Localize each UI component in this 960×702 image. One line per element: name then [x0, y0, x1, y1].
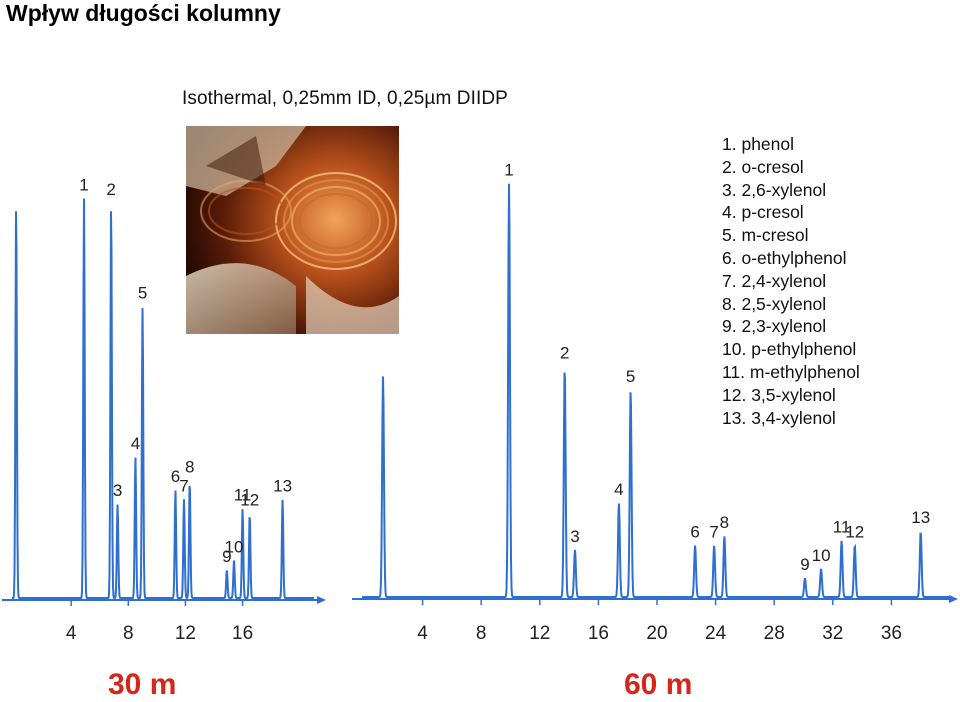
- legend-entry: 9. 2,3-xylenol: [722, 316, 827, 337]
- legend-entry: 1. phenol: [722, 134, 795, 154]
- x-tick-label: 4: [417, 623, 428, 644]
- chromatogram-trace-30m: [12, 198, 314, 600]
- peak-label: 10: [812, 546, 831, 565]
- x-tick-label: 36: [881, 623, 902, 644]
- x-tick-label: 8: [476, 623, 487, 644]
- peak-label: 1: [79, 176, 88, 195]
- peak-label: 13: [911, 508, 930, 527]
- peak-label: 13: [273, 476, 292, 495]
- legend-entry: 7. 2,4-xylenol: [722, 270, 827, 291]
- compound-legend: 1. phenol 2. o-cresol 3. 2,6-xylenol 4. …: [722, 133, 860, 429]
- peak-label: 8: [720, 513, 729, 532]
- x-tick-label: 12: [529, 623, 550, 644]
- column-length-30m-label: 30 m: [108, 668, 177, 701]
- peak-label: 8: [185, 458, 194, 477]
- peak-label: 1: [504, 160, 513, 179]
- peak-label: 4: [614, 480, 623, 499]
- slide-title: Wpływ długości kolumny: [6, 0, 281, 26]
- x-tick-label: 24: [705, 623, 727, 644]
- legend-entry: 6. o-ethylphenol: [722, 247, 847, 268]
- legend-entry: 4. p-cresol: [722, 202, 804, 223]
- legend-entry: 10. p-ethylphenol: [722, 339, 857, 360]
- x-tick-label: 28: [764, 623, 785, 644]
- x-tick-label: 8: [123, 623, 134, 644]
- x-tick-label: 16: [232, 623, 253, 644]
- x-tick-label: 4: [66, 623, 77, 644]
- x-axis-arrow-icon: [949, 595, 958, 603]
- legend-entry: 2. o-cresol: [722, 156, 804, 177]
- peak-label: 3: [113, 481, 122, 500]
- x-tick-label: 20: [646, 623, 667, 644]
- legend-entry: 3. 2,6-xylenol: [722, 179, 827, 200]
- peak-label: 7: [709, 522, 718, 541]
- column-length-60m-label: 60 m: [624, 668, 693, 701]
- peak-label: 12: [845, 522, 864, 541]
- legend-entry: 11. m-ethylphenol: [722, 361, 860, 382]
- x-axis-arrow-icon: [317, 596, 326, 604]
- peak-label: 5: [138, 284, 147, 303]
- x-tick-label: 16: [588, 623, 609, 644]
- peak-label: 6: [690, 522, 699, 541]
- peak-label: 2: [106, 180, 115, 199]
- legend-entry: 5. m-cresol: [722, 225, 809, 246]
- legend-entry: 12. 3,5-xylenol: [722, 384, 836, 405]
- peak-label: 5: [626, 367, 635, 386]
- legend-entry: 13. 3,4-xylenol: [722, 407, 836, 428]
- peak-label: 9: [222, 547, 231, 566]
- peak-label: 4: [131, 434, 140, 453]
- peak-label: 9: [800, 555, 809, 574]
- peak-label: 7: [179, 476, 188, 495]
- peak-label: 6: [171, 467, 180, 486]
- peak-label: 3: [570, 527, 579, 546]
- peak-label: 11: [234, 486, 252, 505]
- legend-entry: 8. 2,5-xylenol: [722, 293, 827, 314]
- chart-subtitle: Isothermal, 0,25mm ID, 0,25µm DIIDP: [182, 88, 508, 109]
- peak-label: 2: [560, 344, 569, 363]
- chromatogram-trace-60m: [362, 183, 950, 598]
- peak-label: 11: [833, 518, 851, 537]
- x-tick-label: 32: [822, 623, 843, 644]
- peak-label: 12: [240, 490, 259, 509]
- x-tick-label: 12: [175, 623, 196, 644]
- peak-label: 10: [225, 537, 244, 556]
- column-photo-icon: [186, 126, 399, 334]
